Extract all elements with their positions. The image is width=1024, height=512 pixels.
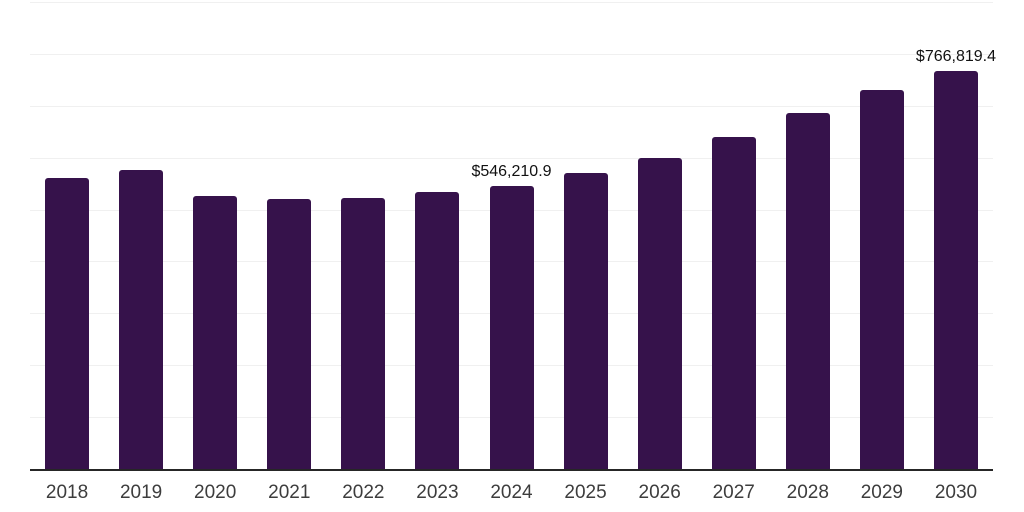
- bar-2030[interactable]: [933, 71, 978, 469]
- x-axis-label-2030: 2030: [934, 482, 978, 503]
- bar-2027[interactable]: [711, 137, 756, 469]
- data-label-2024: $546,210.9: [471, 162, 552, 180]
- x-axis-label-2019: 2019: [119, 482, 163, 503]
- gridline: [30, 53, 993, 55]
- data-label-2030: $766,819.4: [915, 48, 996, 66]
- gridline: [30, 157, 993, 159]
- x-axis-label-2018: 2018: [45, 482, 89, 503]
- x-axis-label-2024: 2024: [490, 482, 533, 503]
- x-axis-label-2023: 2023: [416, 482, 459, 503]
- x-axis-label-2029: 2029: [860, 482, 904, 503]
- bar-2026[interactable]: [637, 157, 682, 469]
- bar-2023[interactable]: [415, 192, 460, 469]
- bar-2021[interactable]: [267, 199, 312, 469]
- x-axis-label-2021: 2021: [268, 482, 311, 503]
- x-axis-label-2025: 2025: [564, 482, 607, 503]
- bar-2020[interactable]: [193, 195, 238, 469]
- gridline: [30, 2, 993, 3]
- bar-2024[interactable]: [489, 185, 534, 469]
- bar-2025[interactable]: [563, 173, 608, 469]
- x-axis: 2018 2019 2020 2021 2022 2023 2024 2025 2026 2027…: [30, 482, 993, 508]
- bar-2022[interactable]: [341, 197, 386, 469]
- bar-2018[interactable]: [45, 178, 90, 469]
- bar-2019[interactable]: [119, 170, 164, 469]
- x-axis-label-2028: 2028: [786, 482, 829, 503]
- x-axis-label-2026: 2026: [638, 482, 681, 503]
- x-axis-label-2027: 2027: [712, 482, 755, 503]
- x-axis-label-2022: 2022: [342, 482, 385, 503]
- plot-area: $546,210.9 $766,819.4: [30, 2, 996, 471]
- bar-2029[interactable]: [859, 89, 904, 469]
- gridline: [30, 105, 993, 107]
- x-axis-label-2020: 2020: [194, 482, 237, 503]
- bar-2028[interactable]: [785, 113, 830, 469]
